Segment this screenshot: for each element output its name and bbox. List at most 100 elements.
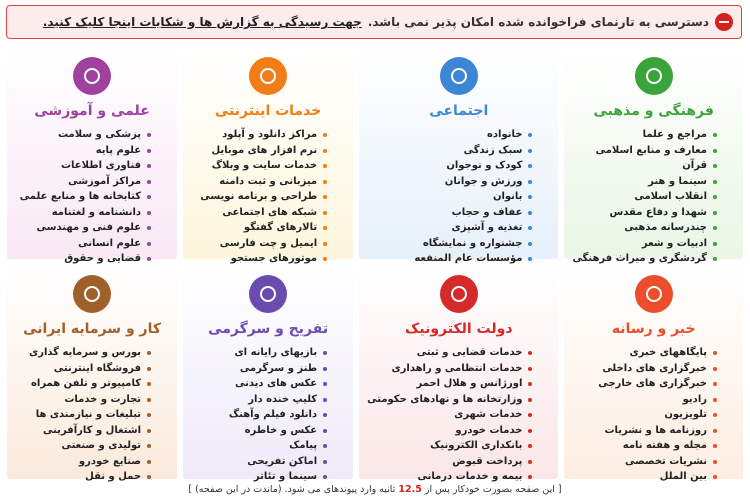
category-link[interactable]: تالارهای گفتگو bbox=[191, 220, 328, 236]
category-link[interactable]: جشنواره و نمایشگاه bbox=[367, 236, 533, 252]
category-link[interactable]: بانکداری الکترونیک bbox=[367, 438, 533, 454]
category-link[interactable]: قضایی و حقوق bbox=[15, 251, 152, 267]
category-link[interactable]: بانوان bbox=[367, 189, 533, 205]
category-link[interactable]: رادیو bbox=[572, 392, 717, 408]
category-link[interactable]: خانواده bbox=[367, 127, 533, 143]
category-link[interactable]: روزنامه ها و نشریات bbox=[572, 423, 717, 439]
category-title[interactable]: تفریح و سرگرمی bbox=[208, 321, 329, 337]
link-list: خدمات قضایی و ثبتی خدمات انتظامی و راهدار… bbox=[359, 345, 558, 485]
category-link[interactable]: انقلاب اسلامی bbox=[572, 189, 717, 205]
category-link[interactable]: مجله و هفته نامه bbox=[572, 438, 717, 454]
category-link[interactable]: شبکه های اجتماعی bbox=[191, 205, 328, 221]
category-link[interactable]: مؤسسات عام المنفعه bbox=[367, 251, 533, 267]
category-link[interactable]: قرآن bbox=[572, 158, 717, 174]
category-link[interactable]: تولیدی و صنعتی bbox=[15, 438, 152, 454]
error-icon bbox=[715, 13, 733, 31]
category-title[interactable]: دولت الکترونیک bbox=[405, 321, 513, 337]
category-grid: فرهنگی و مذهبی مراجع و علما معارف و منابع … bbox=[7, 47, 743, 482]
category-link[interactable]: ورزش و جوانان bbox=[367, 174, 533, 190]
category-link[interactable]: نرم افزار های موبایل bbox=[191, 143, 328, 159]
category-link[interactable]: بازیهای رایانه ای bbox=[191, 345, 328, 361]
footer-suffix: ثانیه وارد پیوندهای می شود. (ماندت در ای… bbox=[188, 484, 396, 495]
category-link[interactable]: گردشگری و میراث فرهنگی bbox=[572, 251, 717, 267]
footer-prefix: [ این صفحه بصورت خودکار پس از bbox=[424, 484, 562, 495]
category-link[interactable]: علوم فنی و مهندسی bbox=[15, 220, 152, 236]
category-link[interactable]: چندرسانه مذهبی bbox=[572, 220, 717, 236]
link-list: مراجع و علما معارف و منابع اسلامی قرآن سینم… bbox=[564, 127, 743, 267]
category-link[interactable]: مراکز آموزشی bbox=[15, 174, 152, 190]
category-link[interactable]: خدمات خودرو bbox=[367, 423, 533, 439]
category-link[interactable]: اماکن تفریحی bbox=[191, 454, 328, 470]
category-link[interactable]: دانلود فیلم وآهنگ bbox=[191, 407, 328, 423]
category-link[interactable]: معارف و منابع اسلامی bbox=[572, 143, 717, 159]
category-title[interactable]: کار و سرمایه ایرانی bbox=[23, 321, 161, 337]
category-link[interactable]: دانشنامه و لغتنامه bbox=[15, 205, 152, 221]
category-link[interactable]: مراجع و علما bbox=[572, 127, 717, 143]
category-title[interactable]: فرهنگی و مذهبی bbox=[593, 103, 714, 119]
category-link[interactable]: وزارتخانه ها و نهادهای حکومتی bbox=[367, 392, 533, 408]
category-link[interactable]: سینما و تئاتر bbox=[191, 469, 328, 485]
category-link[interactable]: فناوری اطلاعات bbox=[15, 158, 152, 174]
category-link[interactable]: عفاف و حجاب bbox=[367, 205, 533, 221]
category-link[interactable]: سبک زندگی bbox=[367, 143, 533, 159]
category-link[interactable]: پایگاههای خبری bbox=[572, 345, 717, 361]
category-link[interactable]: بین الملل bbox=[572, 469, 717, 485]
category-card: خبر و رسانه پایگاههای خبری خبرگزاری های دا… bbox=[564, 265, 743, 482]
category-link[interactable]: فروشگاه اینترنتی bbox=[15, 361, 152, 377]
category-link[interactable]: علوم پایه bbox=[15, 143, 152, 159]
category-card: فرهنگی و مذهبی مراجع و علما معارف و منابع … bbox=[564, 47, 743, 264]
category-link[interactable]: شهدا و دفاع مقدس bbox=[572, 205, 717, 221]
category-title[interactable]: خدمات اینترنتی bbox=[214, 103, 322, 119]
category-title[interactable]: علمی و آموزشی bbox=[34, 103, 150, 119]
category-link[interactable]: میزبانی و ثبت دامنه bbox=[191, 174, 328, 190]
link-list: خانواده سبک زندگی کودک و نوجوان ورزش و جوان… bbox=[359, 127, 558, 267]
category-link[interactable]: نشریات تخصصی bbox=[572, 454, 717, 470]
category-link[interactable]: حمل و نقل bbox=[15, 469, 152, 485]
category-link[interactable]: اورژانس و هلال احمر bbox=[367, 376, 533, 392]
category-link[interactable]: مراکز دانلود و آپلود bbox=[191, 127, 328, 143]
category-link[interactable]: صنایع خودرو bbox=[15, 454, 152, 470]
category-link[interactable]: عکس و خاطره bbox=[191, 423, 328, 439]
category-link[interactable]: اشتغال و کارآفرینی bbox=[15, 423, 152, 439]
error-banner: دسترسی به تارنمای فراخوانده شده امکان پذ… bbox=[6, 5, 742, 39]
category-link[interactable]: تغذیه و آشپزی bbox=[367, 220, 533, 236]
category-link[interactable]: تبلیغات و نیازمندی ها bbox=[15, 407, 152, 423]
category-link[interactable]: موتورهای جستجو bbox=[191, 251, 328, 267]
category-link[interactable]: خدمات سایت و وبلاگ bbox=[191, 158, 328, 174]
link-list: بازیهای رایانه ای طنز و سرگرمی عکس های دید… bbox=[183, 345, 353, 485]
banner-message: دسترسی به تارنمای فراخوانده شده امکان پذ… bbox=[367, 15, 709, 29]
category-link[interactable]: ایمیل و چت فارسی bbox=[191, 236, 328, 252]
category-link[interactable]: پزشکی و سلامت bbox=[15, 127, 152, 143]
category-card: کار و سرمایه ایرانی بورس و سرمایه گذاری فر… bbox=[7, 265, 178, 482]
link-list: پایگاههای خبری خبرگزاری های داخلی خبرگزاری… bbox=[564, 345, 743, 485]
category-link[interactable]: خدمات انتظامی و راهداری bbox=[367, 361, 533, 377]
category-link[interactable]: طراحی و برنامه نویسی bbox=[191, 189, 328, 205]
category-link[interactable]: بورس و سرمایه گذاری bbox=[15, 345, 152, 361]
link-list: بورس و سرمایه گذاری فروشگاه اینترنتی کامپی… bbox=[7, 345, 177, 485]
category-link[interactable]: تلویزیون bbox=[572, 407, 717, 423]
category-title[interactable]: اجتماعی bbox=[429, 103, 489, 119]
category-link[interactable]: خدمات شهری bbox=[367, 407, 533, 423]
category-link[interactable]: عکس های دیدنی bbox=[191, 376, 328, 392]
category-link[interactable]: بیمه و خدمات درمانی bbox=[367, 469, 533, 485]
category-link[interactable]: سینما و هنر bbox=[572, 174, 717, 190]
category-link[interactable]: کتابخانه ها و منابع علمی bbox=[15, 189, 152, 205]
category-link[interactable]: کودک و نوجوان bbox=[367, 158, 533, 174]
category-icon bbox=[73, 57, 112, 95]
category-card: خدمات اینترنتی مراکز دانلود و آپلود نرم اف… bbox=[183, 47, 354, 264]
category-link[interactable]: خبرگزاری های داخلی bbox=[572, 361, 717, 377]
category-link[interactable]: طنز و سرگرمی bbox=[191, 361, 328, 377]
category-link[interactable]: پیامک bbox=[191, 438, 328, 454]
category-title[interactable]: خبر و رسانه bbox=[611, 321, 696, 337]
category-link[interactable]: کلیپ خنده دار bbox=[191, 392, 328, 408]
category-link[interactable]: کامپیوتر و تلفن همراه bbox=[15, 376, 152, 392]
category-link[interactable]: خبرگزاری های خارجی bbox=[572, 376, 717, 392]
report-link[interactable]: جهت رسیدگی به گزارش ها و شکایات اینجا کل… bbox=[42, 15, 362, 29]
category-link[interactable]: ادبیات و شعر bbox=[572, 236, 717, 252]
category-link[interactable]: خدمات قضایی و ثبتی bbox=[367, 345, 533, 361]
category-link[interactable]: تجارت و خدمات bbox=[15, 392, 152, 408]
category-link[interactable]: پرداخت قبوض bbox=[367, 454, 533, 470]
category-link[interactable]: علوم انسانی bbox=[15, 236, 152, 252]
